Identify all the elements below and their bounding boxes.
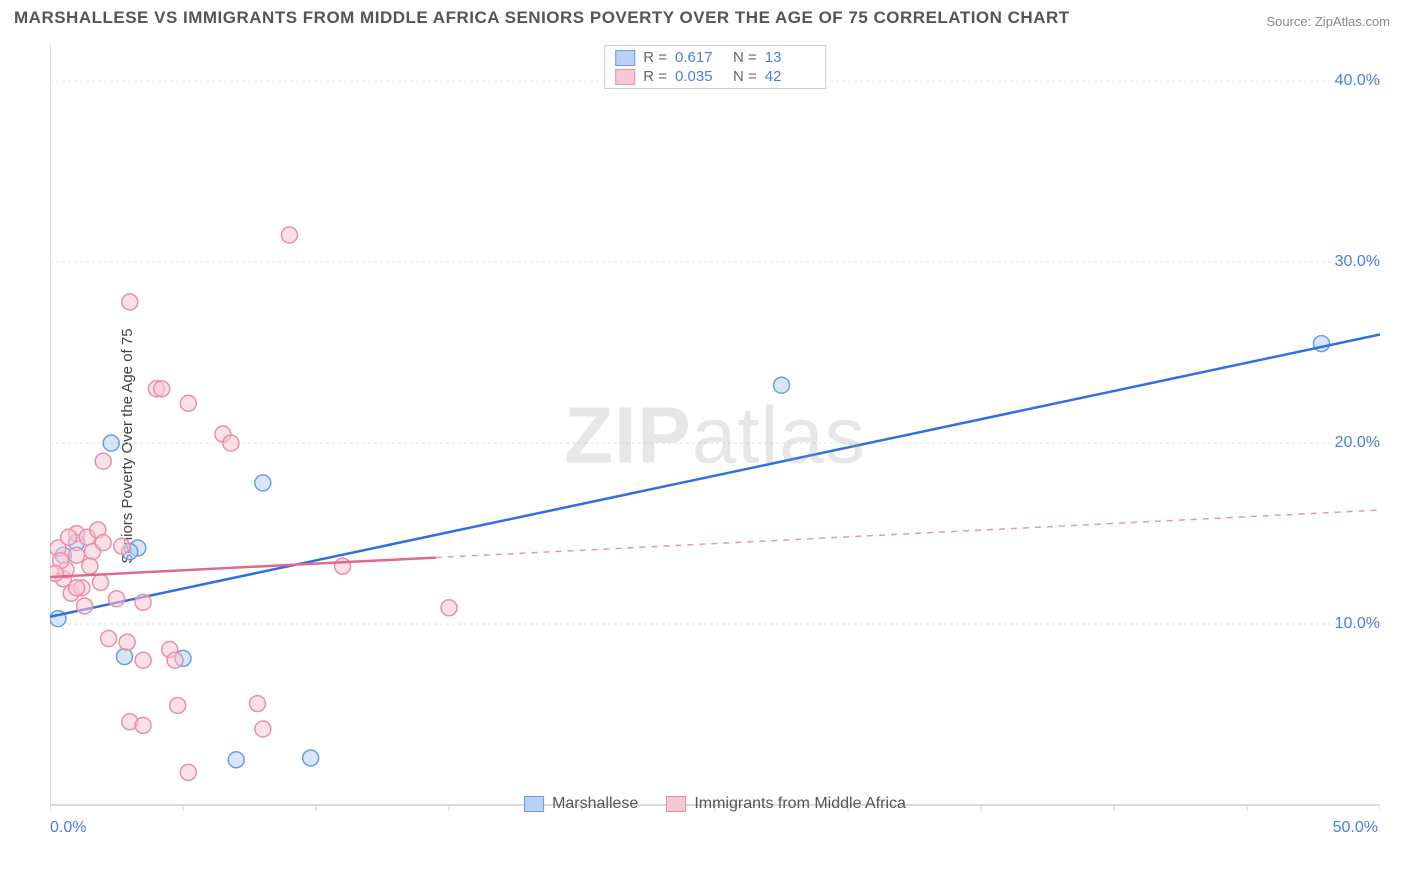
swatch-marshallese-icon [615,50,635,66]
series-legend: Marshallese Immigrants from Middle Afric… [524,795,906,813]
y-tick-20: 20.0% [1335,434,1380,452]
chart-area: ZIPatlas 40.0% 30.0% 20.0% 10.0% 0.0% 50… [50,45,1380,835]
y-tick-40: 40.0% [1335,72,1380,90]
legend-item-marshallese: Marshallese [524,795,638,813]
scatter-chart [50,45,1380,835]
chart-title: MARSHALLESE VS IMMIGRANTS FROM MIDDLE AF… [14,8,1070,28]
legend-row-1: R = 0.617 N = 13 [615,48,815,67]
correlation-legend: R = 0.617 N = 13 R = 0.035 N = 42 [604,45,826,89]
y-tick-30: 30.0% [1335,253,1380,271]
x-tick-0: 0.0% [50,819,86,837]
swatch-marshallese-icon [524,796,544,812]
y-tick-10: 10.0% [1335,615,1380,633]
source-label: Source: ZipAtlas.com [1266,14,1390,29]
swatch-immigrants-icon [615,69,635,85]
legend-row-2: R = 0.035 N = 42 [615,67,815,86]
x-tick-50: 50.0% [1333,819,1378,837]
swatch-immigrants-icon [666,796,686,812]
legend-item-immigrants: Immigrants from Middle Africa [666,795,906,813]
